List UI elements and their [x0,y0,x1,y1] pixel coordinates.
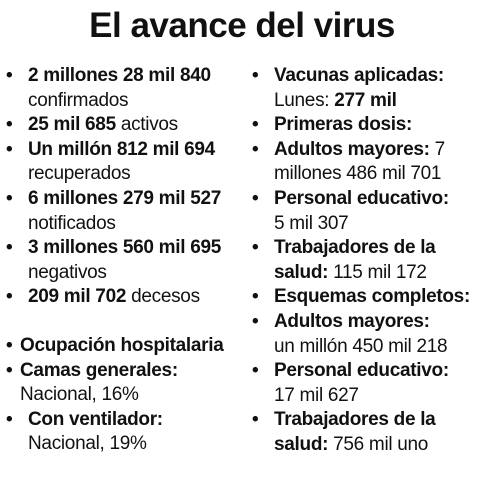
bullet-icon: • [6,138,13,160]
general-beds-value: Nacional, 16% [20,384,139,406]
first-doses-health-workers: • Trabajadores de la salud: 115 mil 172 [252,236,482,285]
stat-label: activos [115,114,178,136]
stat-value: 2 millones 28 mil 840 [28,65,211,86]
stat-value: 6 millones 279 mil 527 [28,187,222,209]
occupancy-general-beds: • Camas generales: Nacional, 16% [6,359,246,408]
vaccines-applied-day: Lunes: [274,89,335,111]
stat-recovered: • Un millón 812 mil 694 recuperados [6,138,246,187]
stat-label: confirmados [28,89,129,111]
vaccines-applied-value: 277 mil [334,89,397,111]
group-label: Adultos mayores: [274,138,430,160]
case-stats-list: • 2 millones 28 mil 840 confirmados • 25 m… [6,64,246,310]
stat-label: negativos [28,261,107,283]
first-doses-heading-text: Primeras dosis: [274,114,413,136]
bullet-icon: • [252,65,259,86]
group-value: 17 mil 627 [274,384,359,406]
stat-value: 3 millones 560 mil 695 [28,237,222,259]
infographic-title: El avance del virus [89,6,395,45]
complete-health-workers: • Trabajadores de la salud: 756 mil uno [252,408,482,457]
bullet-icon: • [6,334,13,356]
bullet-icon: • [6,408,13,430]
bullet-icon: • [252,138,259,160]
bullet-icon: • [6,114,13,136]
bullet-icon: • [252,360,259,382]
occupancy-heading: • Ocupación hospitalaria [6,334,246,359]
stat-active: • 25 mil 685 activos [6,113,246,138]
stat-value: 25 mil 685 [28,114,116,136]
bullet-icon: • [6,359,13,381]
left-column: • 2 millones 28 mil 840 confirmados • 25 m… [6,64,246,457]
complete-schemes-heading: • Esquemas completos: [252,285,482,310]
group-label: Personal educativo: [274,360,449,382]
stat-label: decesos [126,286,200,308]
bullet-icon: • [6,286,13,308]
right-column: • Vacunas aplicadas: Lunes: 277 mil • Prime… [252,64,482,458]
vaccines-applied-label: Vacunas aplicadas: [274,65,444,86]
group-value: 7 millones 486 mil 701 [274,138,445,185]
bullet-icon: • [6,187,13,209]
vaccination-list: • Vacunas aplicadas: Lunes: 277 mil • Prime… [252,64,482,458]
bullet-icon: • [252,114,259,136]
group-label: Personal educativo: [274,187,449,209]
complete-education-staff: • Personal educativo: 17 mil 627 [252,359,482,408]
spacer [6,310,246,334]
group-value: 5 mil 307 [274,212,349,234]
occupancy-ventilator: • Con ventilador: Nacional, 19% [6,408,246,457]
stat-deaths: • 209 mil 702 decesos [6,285,246,310]
group-value: 115 mil 172 [328,261,427,283]
general-beds-label: Camas generales: [20,359,178,381]
hospital-occupancy-list: • Ocupación hospitalaria • Camas generales… [6,334,246,457]
bullet-icon: • [6,65,13,86]
group-label: Trabajadores de la salud: [274,409,436,455]
bullet-icon: • [252,409,259,431]
stat-notified: • 6 millones 279 mil 527 notificados [6,187,246,236]
ventilator-label: Con ventilador: [28,408,163,430]
complete-older-adults: • Adultos mayores: un millón 450 mil 218 [252,310,482,359]
stat-label: recuperados [28,163,131,185]
occupancy-heading-text: Ocupación hospitalaria [20,334,224,356]
first-doses-education-staff: • Personal educativo: 5 mil 307 [252,187,482,236]
bullet-icon: • [252,286,259,308]
stat-value: 209 mil 702 [28,286,127,308]
stat-value: Un millón 812 mil 694 [28,138,215,160]
bullet-icon: • [252,237,259,259]
group-label: Trabajadores de la salud: [274,237,436,283]
stat-label: notificados [28,212,116,234]
stat-confirmed: • 2 millones 28 mil 840 confirmados [6,64,246,113]
group-value: un millón 450 mil 218 [274,335,448,357]
bullet-icon: • [6,237,13,259]
ventilator-value: Nacional, 19% [28,433,147,455]
bullet-icon: • [252,310,259,332]
first-doses-heading: • Primeras dosis: [252,113,482,138]
bullet-icon: • [252,187,259,209]
complete-schemes-heading-text: Esquemas completos: [274,286,470,308]
first-doses-older-adults: • Adultos mayores: 7 millones 486 mil 701 [252,138,482,187]
vaccines-applied: • Vacunas aplicadas: Lunes: 277 mil [252,64,482,113]
stat-negative: • 3 millones 560 mil 695 negativos [6,236,246,285]
group-label: Adultos mayores: [274,310,430,332]
group-value: 756 mil uno [328,433,429,455]
